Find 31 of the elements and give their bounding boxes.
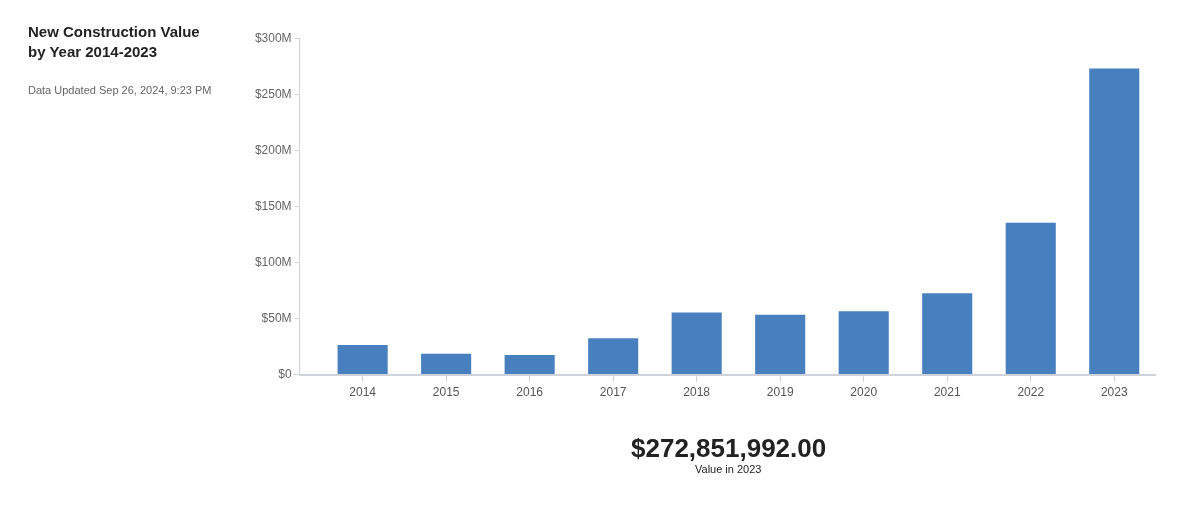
y-tick-label: $300M (254, 31, 292, 46)
bar (838, 311, 889, 374)
x-tick-label: 2018 (683, 385, 711, 400)
y-tick-label: $100M (254, 255, 292, 270)
x-tick-label: 2014 (349, 385, 377, 400)
x-tick-label: 2015 (432, 385, 460, 400)
bar (504, 354, 555, 374)
y-tick-label: $250M (254, 87, 292, 102)
y-tick-label: $50M (261, 311, 292, 326)
x-tick-label: 2017 (599, 385, 627, 400)
y-tick-label: $0 (278, 367, 292, 382)
bar (421, 353, 472, 374)
bar (1089, 68, 1140, 374)
bar (588, 338, 639, 374)
x-tick-label: 2022 (1017, 385, 1045, 400)
text: New Construction Value by Year 2014-2023 (28, 23, 200, 60)
x-tick-label: 2020 (850, 385, 878, 400)
text: Value in 2023 (695, 463, 762, 475)
x-tick-label: 2023 (1100, 385, 1128, 400)
bar (671, 312, 722, 374)
bar (337, 344, 388, 374)
x-tick-label: 2016 (516, 385, 544, 400)
bar (922, 293, 973, 374)
y-tick-label: $200M (254, 143, 292, 158)
bar (1005, 222, 1056, 374)
bar (755, 314, 806, 374)
x-tick-label: 2021 (933, 385, 961, 400)
text: Data Updated Sep 26, 2024, 9:23 PM (28, 84, 212, 96)
y-tick-label: $150M (254, 199, 292, 214)
x-tick-label: 2019 (766, 385, 794, 400)
text: $272,851,992.00 (631, 433, 827, 463)
